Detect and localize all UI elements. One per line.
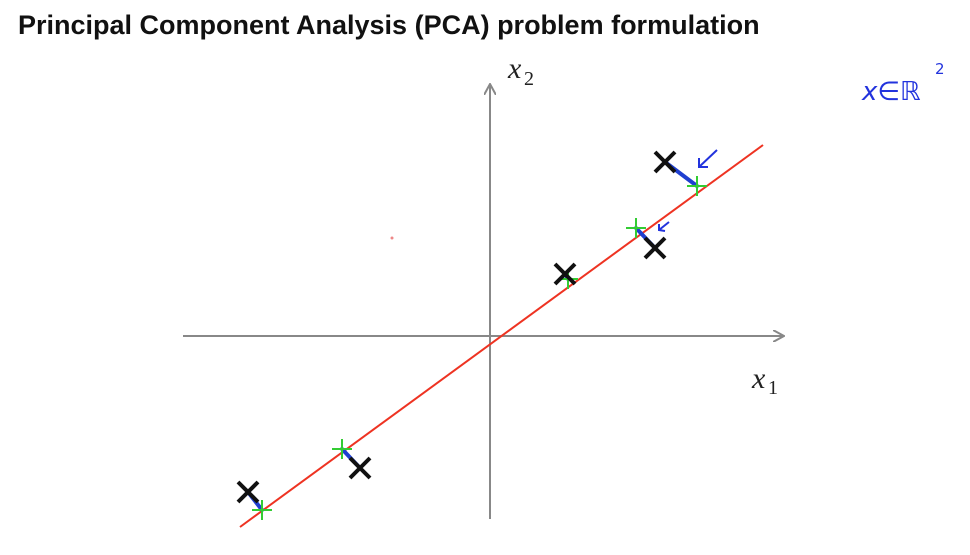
annotation-superscript: 2 xyxy=(935,60,945,78)
x-axis-label: x xyxy=(751,362,766,395)
slide-title: Principal Component Analysis (PCA) probl… xyxy=(18,10,760,40)
axes xyxy=(183,85,783,519)
data-point xyxy=(643,236,667,260)
projected-point xyxy=(626,218,646,238)
y-axis-label: x xyxy=(507,52,522,85)
data-point xyxy=(553,262,577,286)
stray-mark xyxy=(390,236,394,240)
principal-direction xyxy=(239,144,764,528)
x-axis-subscript: 1 xyxy=(768,377,778,399)
data-points xyxy=(236,150,677,504)
data-point xyxy=(236,480,260,504)
projected-point xyxy=(687,176,707,196)
data-point xyxy=(348,456,372,480)
hand-arrow xyxy=(658,221,670,232)
projected-point xyxy=(332,439,352,459)
y-axis-subscript: 2 xyxy=(524,68,534,90)
hand-arrows xyxy=(658,149,718,232)
data-point xyxy=(653,150,677,174)
projected-point xyxy=(252,500,272,520)
annotation: x∈ℝ xyxy=(861,77,921,107)
hand-arrow xyxy=(698,149,718,168)
